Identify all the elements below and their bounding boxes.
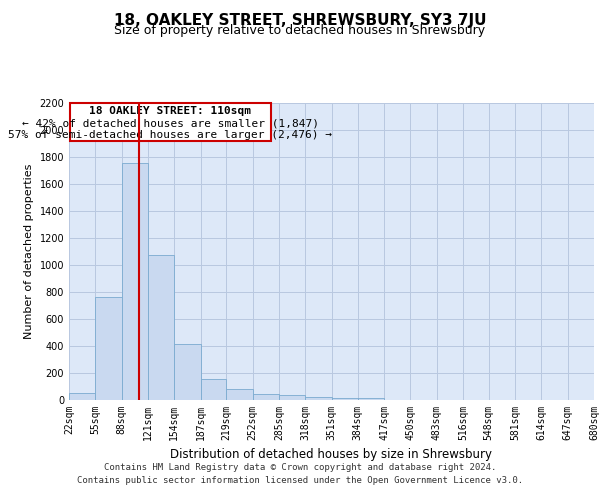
Bar	[358, 398, 384, 400]
Text: Size of property relative to detached houses in Shrewsbury: Size of property relative to detached ho…	[115, 24, 485, 37]
Y-axis label: Number of detached properties: Number of detached properties	[24, 164, 34, 339]
FancyBboxPatch shape	[70, 103, 271, 141]
X-axis label: Distribution of detached houses by size in Shrewsbury: Distribution of detached houses by size …	[170, 448, 493, 462]
Bar	[253, 394, 279, 400]
Bar	[148, 256, 175, 400]
Bar	[279, 396, 305, 400]
Text: Contains public sector information licensed under the Open Government Licence v3: Contains public sector information licen…	[77, 476, 523, 485]
Text: ← 42% of detached houses are smaller (1,847): ← 42% of detached houses are smaller (1,…	[22, 118, 319, 128]
Bar	[305, 396, 331, 400]
Text: Contains HM Land Registry data © Crown copyright and database right 2024.: Contains HM Land Registry data © Crown c…	[104, 462, 496, 471]
Bar	[95, 297, 122, 400]
Bar	[122, 164, 148, 400]
Text: 18, OAKLEY STREET, SHREWSBURY, SY3 7JU: 18, OAKLEY STREET, SHREWSBURY, SY3 7JU	[114, 12, 486, 28]
Text: 18 OAKLEY STREET: 110sqm: 18 OAKLEY STREET: 110sqm	[89, 106, 251, 116]
Bar	[331, 398, 358, 400]
Bar	[69, 393, 95, 400]
Text: 57% of semi-detached houses are larger (2,476) →: 57% of semi-detached houses are larger (…	[8, 130, 332, 140]
Bar	[226, 389, 253, 400]
Bar	[175, 344, 200, 400]
Bar	[200, 379, 226, 400]
